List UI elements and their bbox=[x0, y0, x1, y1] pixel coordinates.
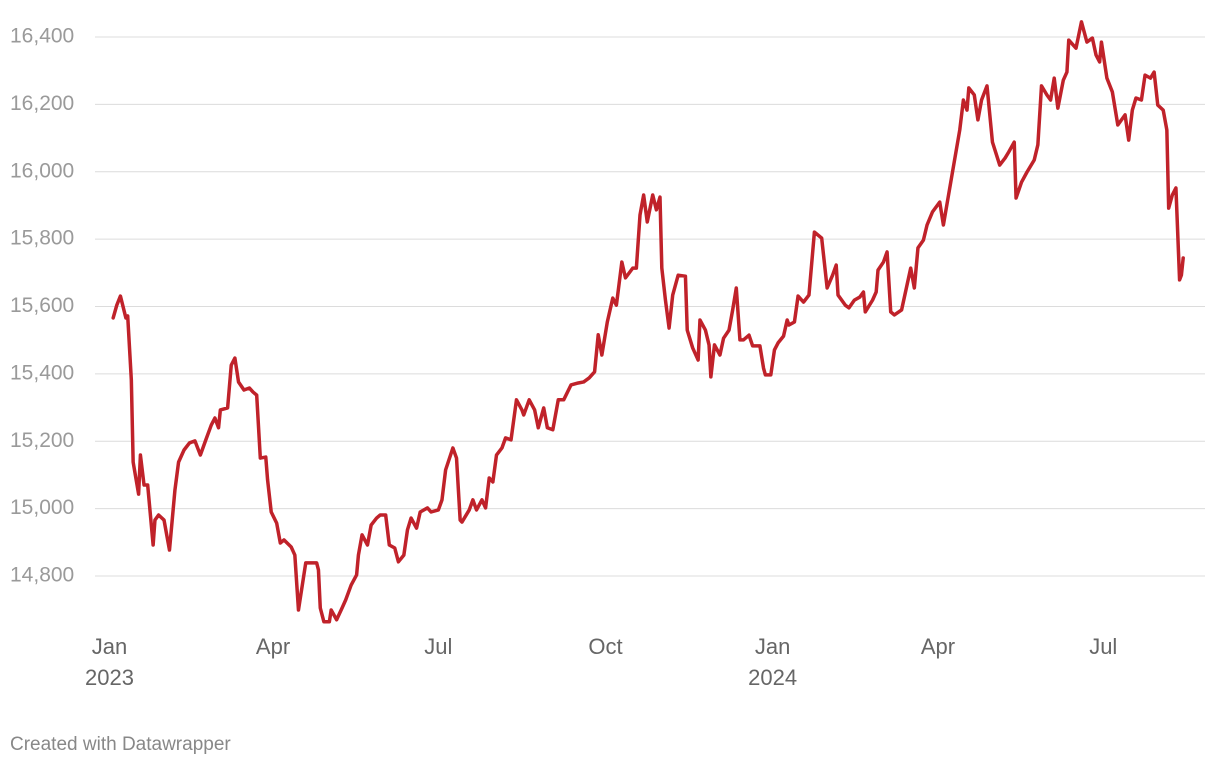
x-year-label: 2023 bbox=[85, 665, 134, 690]
y-tick-label: 16,400 bbox=[10, 25, 74, 48]
footer: Created with Datawrapper bbox=[10, 734, 231, 755]
x-tick-label: Jul bbox=[424, 634, 452, 659]
x-tick-label: Apr bbox=[921, 634, 955, 659]
y-tick-label: 15,000 bbox=[10, 496, 74, 519]
y-tick-label: 16,200 bbox=[10, 92, 74, 115]
y-tick-label: 15,600 bbox=[10, 294, 74, 317]
y-tick-label: 16,000 bbox=[10, 159, 74, 182]
x-tick-label: Jan bbox=[755, 634, 790, 659]
y-tick-label: 15,200 bbox=[10, 429, 74, 452]
data-line bbox=[111, 20, 1185, 624]
y-tick-label: 14,800 bbox=[10, 564, 74, 587]
grid bbox=[95, 36, 1205, 577]
x-tick-label: Jul bbox=[1089, 634, 1117, 659]
x-tick-label: Apr bbox=[256, 634, 290, 659]
y-tick-label: 15,800 bbox=[10, 227, 74, 250]
plot-area bbox=[111, 20, 1185, 624]
x-tick-label: Jan bbox=[92, 634, 127, 659]
x-year-label: 2024 bbox=[748, 665, 797, 690]
y-tick-label: 15,400 bbox=[10, 361, 74, 384]
x-tick-label: Oct bbox=[588, 634, 622, 659]
